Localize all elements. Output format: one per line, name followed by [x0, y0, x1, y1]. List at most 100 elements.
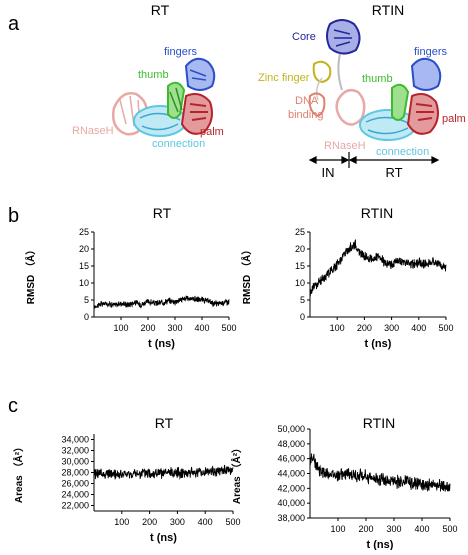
x-tick-label: 100 — [330, 524, 345, 534]
rtin-core-domain-strands — [333, 29, 352, 47]
y-tick-label: 0 — [300, 312, 305, 322]
rtin-thumb-domain — [391, 83, 410, 121]
rtin-label-dna-binding-line2: binding — [288, 109, 323, 121]
rt-label-palm: palm — [200, 126, 224, 138]
x-tick-label: 300 — [167, 323, 182, 333]
x-tick-label: 400 — [198, 517, 213, 527]
y-tick-label: 38,000 — [277, 513, 305, 523]
y-tick-label: 26,000 — [61, 479, 89, 489]
y-tick-label: 20 — [295, 244, 305, 254]
panel-a-rtin-title: RTIN — [372, 2, 404, 18]
rtin-connection-domain-strands — [365, 116, 411, 135]
y-tick-label: 40,000 — [277, 498, 305, 508]
x-tick-label: 200 — [358, 524, 373, 534]
y-tick-label: 50,000 — [277, 424, 305, 434]
y-tick-label: 46,000 — [277, 454, 305, 464]
chart-rmsd-rt: RT 0 5 10 15 20 25 100 200 300 400 500 t (ns) RMSD （Å… — [24, 205, 237, 350]
y-tick-label: 10 — [79, 278, 89, 288]
x-tick-label: 500 — [442, 524, 457, 534]
y-tick-label: 20 — [79, 244, 89, 254]
panel-label-b: b — [8, 205, 19, 227]
x-tick-label: 200 — [142, 517, 157, 527]
panel-label-a: a — [8, 13, 20, 35]
chart-areas-rtin: RTIN 38,000 40,000 42,000 44,000 46,000 48,000… — [230, 415, 458, 551]
y-tick-label: 42,000 — [277, 483, 305, 493]
rt-fingers-domain-strands — [189, 69, 207, 81]
x-axis-label: t (ns) — [150, 532, 177, 544]
y-axis-label: Areas （Å²） — [12, 442, 25, 503]
y-axis-label: Areas （Å²） — [230, 443, 243, 504]
rtin-rnaseh-domain — [335, 89, 366, 126]
y-axis-label: RMSD （Å） — [240, 245, 253, 304]
y-tick-label: 48,000 — [277, 439, 305, 449]
rtin-label-fingers: fingers — [414, 46, 448, 58]
domain-label-rt: RT — [385, 165, 402, 180]
data-trace — [309, 453, 451, 492]
rtin-label-core: Core — [292, 31, 316, 43]
in-arrow-left-head — [308, 156, 317, 164]
rtin-linker — [337, 53, 343, 91]
panel-a-rt-title: RT — [151, 2, 170, 18]
rt-label-rnaseh: RNaseH — [72, 125, 114, 137]
rtin-label-palm: palm — [442, 113, 466, 125]
x-tick-label: 500 — [438, 323, 453, 333]
y-tick-label: 5 — [300, 295, 305, 305]
rt-thumb-domain — [167, 81, 186, 119]
rt-arrow-right-head — [431, 156, 440, 164]
chart-rmsd-rtin: RTIN 0 5 10 15 20 25 100 200 300 400 500 t (ns) RMSD … — [240, 205, 454, 350]
rtin-label-rnaseh: RNaseH — [324, 140, 366, 152]
rtin-label-dna-binding-line1: DNA — [295, 95, 319, 107]
x-tick-label: 400 — [411, 323, 426, 333]
y-axis-label: RMSD （Å） — [24, 245, 37, 304]
y-tick-label: 24,000 — [61, 490, 89, 500]
rt-palm-domain — [180, 93, 213, 135]
y-tick-label: 32,000 — [61, 446, 89, 456]
in-arrow-right-head — [341, 156, 350, 164]
rtin-palm-domain-strands — [415, 103, 434, 121]
rtin-label-thumb: thumb — [362, 73, 393, 85]
panel-label-c: c — [8, 395, 18, 417]
data-trace — [309, 239, 447, 297]
y-tick-label: 0 — [84, 312, 89, 322]
rt-arrow-left-head — [348, 156, 357, 164]
rtin-dna-binding-domain — [308, 92, 326, 118]
x-tick-label: 300 — [384, 323, 399, 333]
rt-label-thumb: thumb — [138, 69, 169, 81]
x-tick-label: 500 — [221, 323, 236, 333]
rt-label-fingers: fingers — [164, 46, 198, 58]
rtin-fingers-domain — [410, 57, 442, 91]
x-tick-label: 200 — [357, 323, 372, 333]
x-axis-label: t (ns) — [367, 539, 394, 550]
rtin-label-connection: connection — [376, 146, 429, 158]
rtin-structure — [308, 19, 442, 141]
domain-span-arrows — [308, 152, 440, 168]
rt-label-connection: connection — [152, 138, 205, 150]
data-trace — [93, 295, 230, 310]
x-tick-label: 100 — [113, 323, 128, 333]
rtin-core-domain — [326, 19, 361, 55]
rtin-palm-domain — [406, 93, 439, 135]
x-axis-label: t (ns) — [148, 338, 175, 350]
y-tick-label: 5 — [84, 295, 89, 305]
data-trace — [93, 464, 234, 481]
y-tick-label: 25 — [295, 227, 305, 237]
x-tick-label: 100 — [114, 517, 129, 527]
x-tick-label: 100 — [330, 323, 345, 333]
chart-title: RTIN — [361, 205, 393, 221]
chart-title: RTIN — [363, 415, 395, 431]
y-tick-label: 15 — [295, 261, 305, 271]
rt-palm-domain-strands — [189, 103, 208, 121]
rtin-linker-2 — [315, 77, 323, 101]
y-tick-label: 25 — [79, 227, 89, 237]
y-tick-label: 22,000 — [61, 501, 89, 511]
y-tick-label: 28,000 — [61, 468, 89, 478]
rt-thumb-domain-helix — [169, 87, 183, 113]
chart-title: RT — [153, 205, 172, 221]
x-tick-label: 400 — [414, 524, 429, 534]
y-tick-label: 44,000 — [277, 469, 305, 479]
x-tick-label: 400 — [194, 323, 209, 333]
y-tick-label: 10 — [295, 278, 305, 288]
y-tick-label: 34,000 — [61, 435, 89, 445]
rtin-zinc-finger-domain — [312, 60, 332, 84]
